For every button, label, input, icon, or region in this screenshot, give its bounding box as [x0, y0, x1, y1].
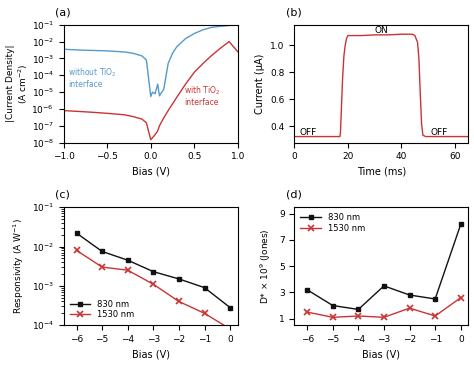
1530 nm [432, 314, 438, 318]
830 nm [330, 303, 336, 308]
Y-axis label: Current (μA): Current (μA) [255, 54, 264, 114]
1530 nm [125, 268, 130, 272]
830 nm [201, 285, 207, 290]
830 nm [356, 307, 361, 312]
Text: ON: ON [375, 26, 389, 35]
830 nm [458, 222, 464, 226]
X-axis label: Time (ms): Time (ms) [357, 167, 406, 177]
Text: (b): (b) [286, 7, 301, 17]
Line: 830 nm: 830 nm [74, 231, 233, 310]
830 nm [176, 277, 182, 281]
Legend: 830 nm, 1530 nm: 830 nm, 1530 nm [68, 298, 136, 321]
Text: OFF: OFF [300, 127, 317, 137]
Line: 830 nm: 830 nm [305, 222, 463, 312]
1530 nm [407, 306, 412, 310]
1530 nm [356, 314, 361, 318]
830 nm [407, 293, 412, 297]
X-axis label: Bias (V): Bias (V) [132, 349, 170, 360]
Text: (d): (d) [286, 189, 301, 200]
Text: (a): (a) [55, 7, 71, 17]
Text: OFF: OFF [431, 127, 448, 137]
Line: 1530 nm: 1530 nm [74, 247, 233, 332]
Legend: 830 nm, 1530 nm: 830 nm, 1530 nm [299, 211, 366, 234]
1530 nm [227, 327, 233, 331]
Line: 1530 nm: 1530 nm [304, 295, 464, 320]
830 nm [432, 297, 438, 301]
1530 nm [201, 311, 207, 315]
X-axis label: Bias (V): Bias (V) [363, 349, 401, 360]
1530 nm [150, 282, 156, 287]
X-axis label: Bias (V): Bias (V) [132, 167, 170, 177]
Y-axis label: Responsivity (A W$^{-1}$): Responsivity (A W$^{-1}$) [11, 218, 26, 314]
Text: with TiO$_2$
interface: with TiO$_2$ interface [184, 84, 220, 107]
1530 nm [304, 310, 310, 314]
1530 nm [176, 299, 182, 304]
1530 nm [99, 265, 105, 269]
830 nm [381, 284, 387, 288]
830 nm [227, 306, 233, 310]
1530 nm [458, 295, 464, 300]
Text: (c): (c) [55, 189, 70, 200]
830 nm [125, 258, 130, 262]
Y-axis label: D* × 10$^9$ (Jones): D* × 10$^9$ (Jones) [259, 228, 273, 304]
1530 nm [381, 315, 387, 319]
830 nm [73, 231, 79, 235]
1530 nm [330, 315, 336, 319]
830 nm [150, 269, 156, 274]
830 nm [99, 249, 105, 254]
1530 nm [73, 248, 79, 253]
Y-axis label: |Current Density|
(A cm$^{-2}$): |Current Density| (A cm$^{-2}$) [6, 45, 30, 122]
Text: without TiO$_2$
interface: without TiO$_2$ interface [68, 66, 117, 89]
830 nm [304, 288, 310, 292]
